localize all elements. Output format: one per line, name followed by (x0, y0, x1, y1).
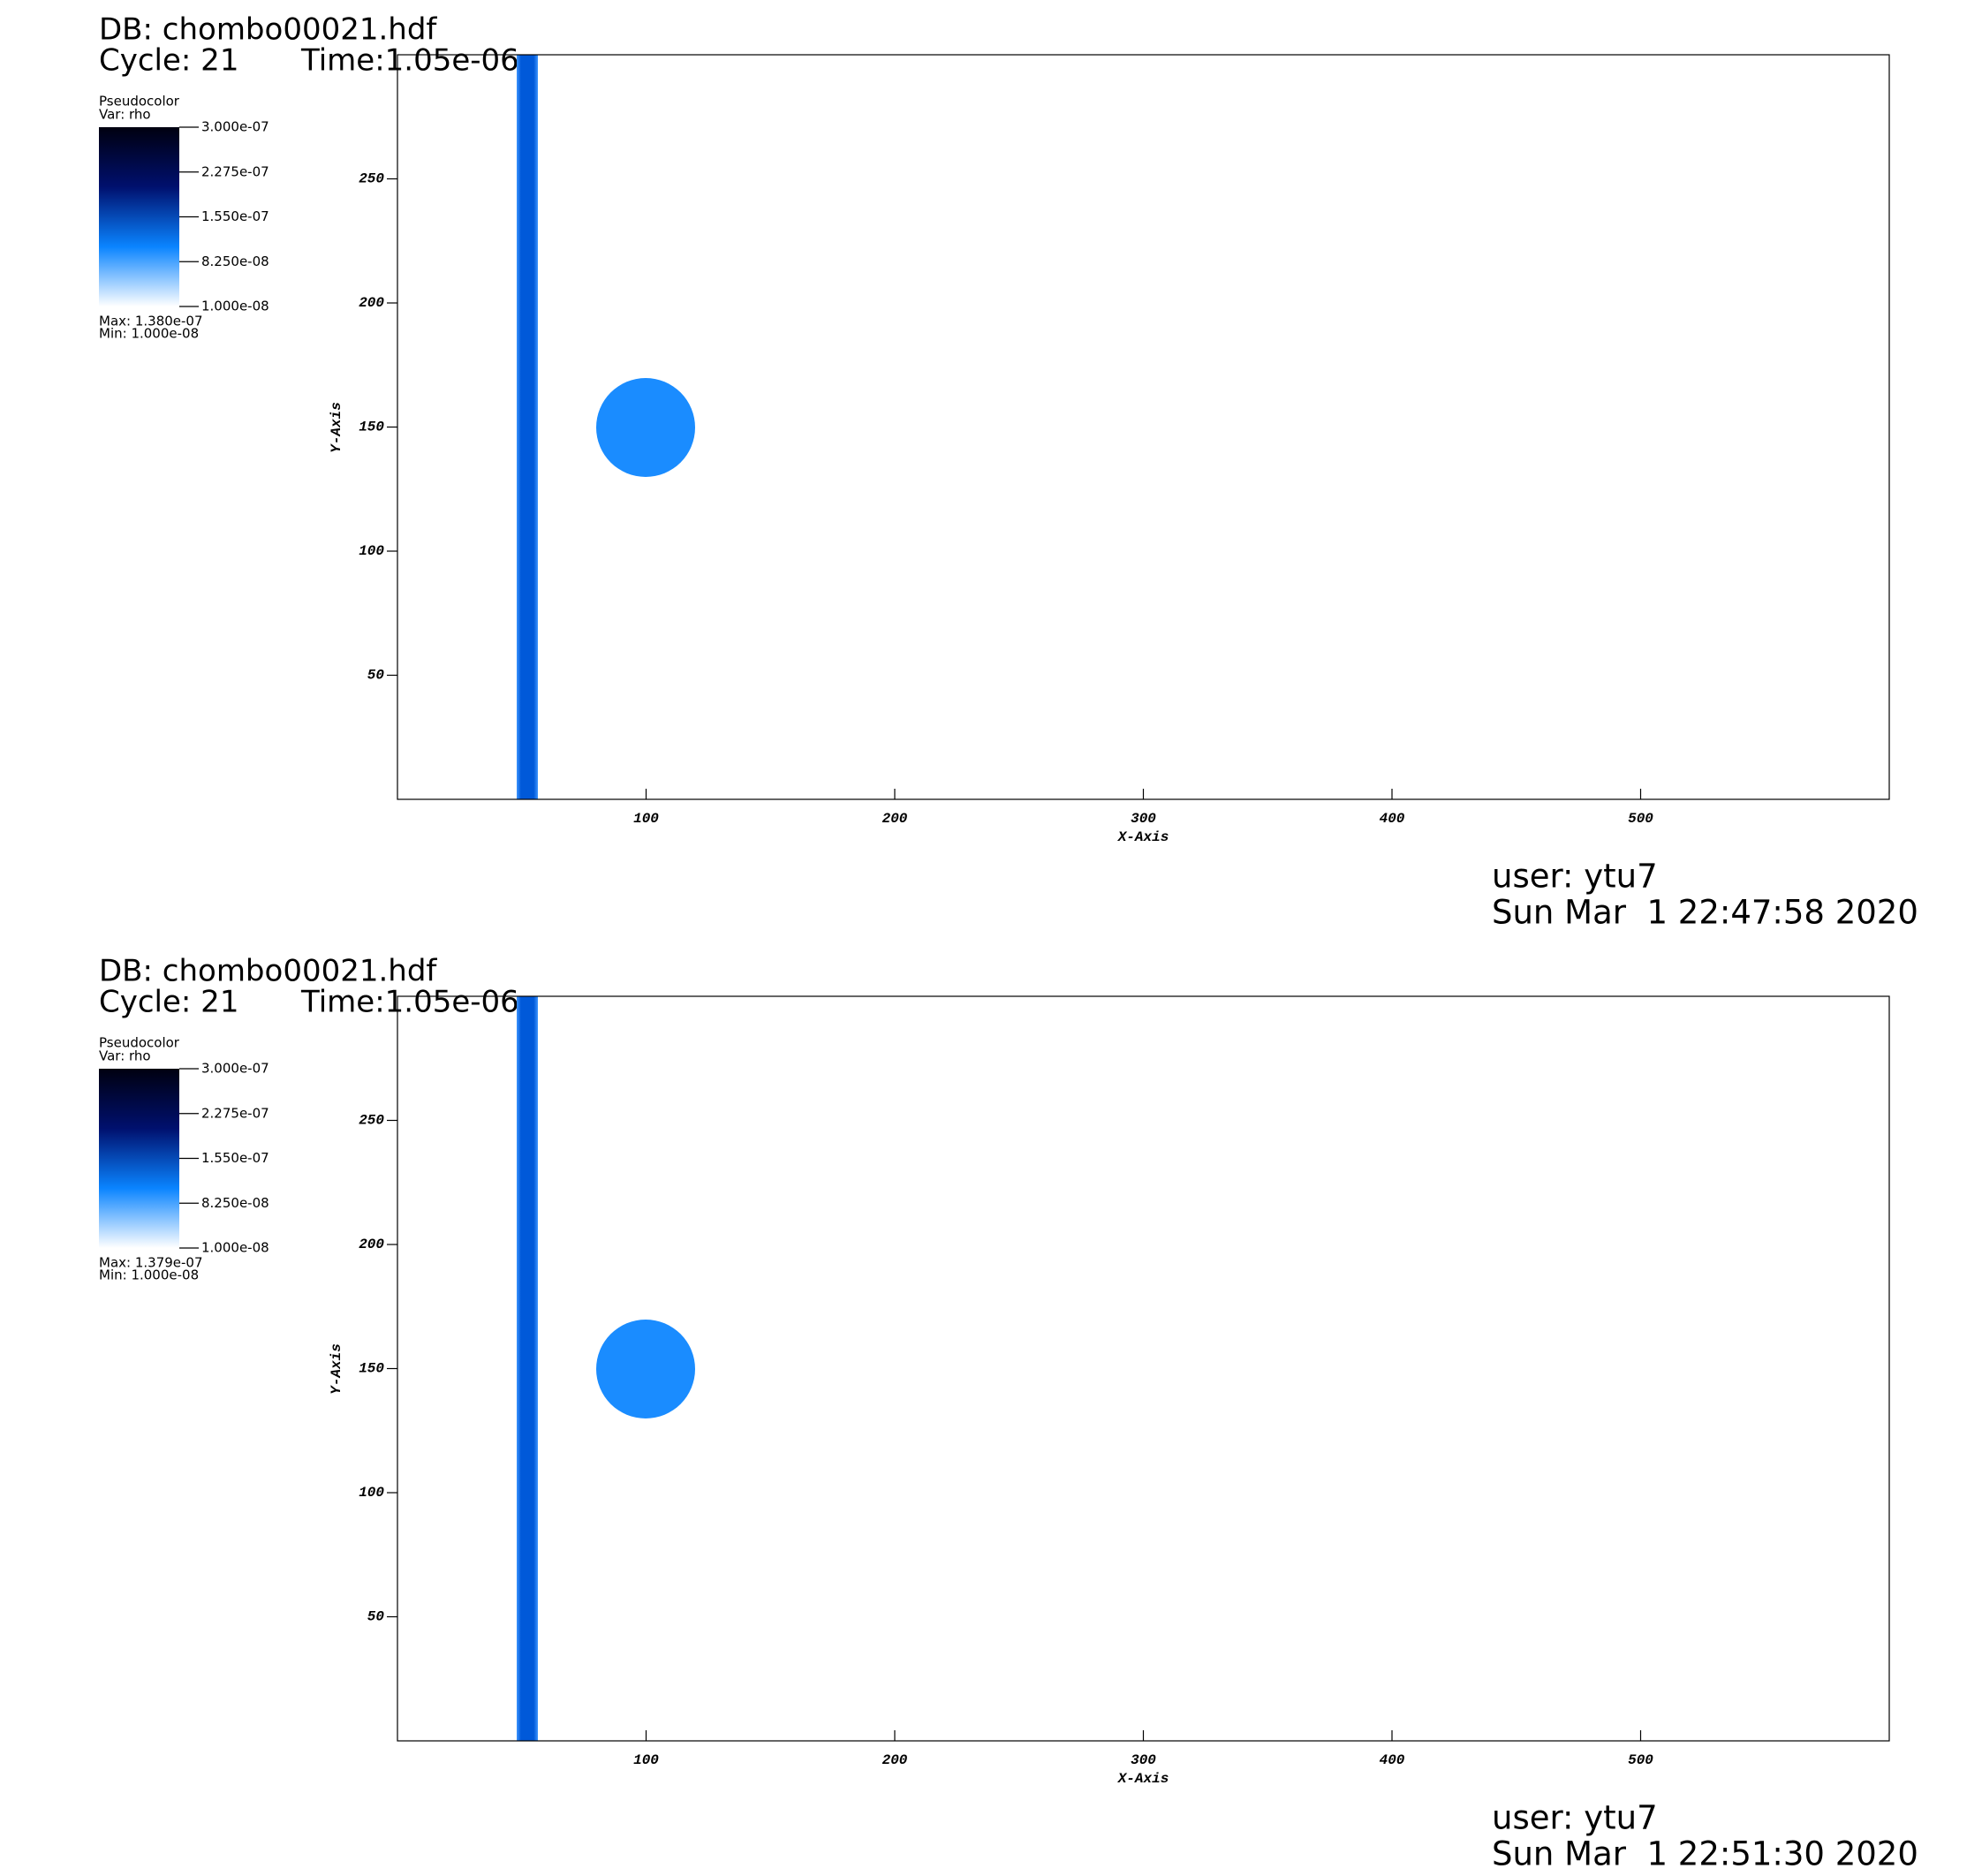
y-tick-label: 250 (359, 1113, 384, 1129)
y-axis-label: Y-Axis (329, 1343, 344, 1395)
y-tick-label: 100 (359, 543, 384, 559)
cycle-label: Cycle: 21 (99, 43, 238, 79)
x-tick-label: 300 (1131, 811, 1156, 827)
x-axis-label: X-Axis (1117, 829, 1169, 845)
var-label: Var: rho (99, 107, 151, 123)
y-tick-label: 150 (359, 420, 384, 435)
plot-label: Pseudocolor (99, 1035, 180, 1051)
y-tick-label: 250 (359, 171, 384, 187)
band (517, 996, 538, 1741)
var-label: Var: rho (99, 1048, 151, 1064)
cycle-label: Cycle: 21 (99, 985, 238, 1020)
colorbar-tick-label: 3.000e-07 (201, 119, 269, 135)
y-axis-label: Y-Axis (329, 402, 344, 453)
colorbar-tick-label: 3.000e-07 (201, 1061, 269, 1077)
y-tick-label: 150 (359, 1361, 384, 1377)
user-label: user: ytu7 (1492, 858, 1658, 896)
colorbar (99, 1069, 179, 1248)
y-tick-label: 200 (359, 295, 384, 311)
x-tick-label: 500 (1628, 811, 1653, 827)
y-tick-label: 50 (367, 668, 385, 684)
min-label: Min: 1.000e-08 (99, 326, 199, 342)
x-tick-label: 200 (882, 1752, 908, 1768)
x-tick-label: 200 (882, 811, 908, 827)
colorbar-tick-label: 2.275e-07 (201, 1105, 269, 1121)
colorbar-tick-label: 2.275e-07 (201, 163, 269, 179)
band (517, 55, 538, 799)
colorbar (99, 127, 179, 306)
max-label: Max: 1.380e-07 (99, 314, 203, 329)
x-tick-label: 300 (1131, 1752, 1156, 1768)
min-label: Min: 1.000e-08 (99, 1267, 199, 1283)
x-tick-label: 400 (1380, 1752, 1405, 1768)
plot-label: Pseudocolor (99, 94, 180, 110)
colorbar-tick-label: 1.000e-08 (201, 1240, 269, 1256)
x-axis-label: X-Axis (1117, 1771, 1169, 1787)
time-label: Time:1.05e-06 (300, 985, 519, 1020)
y-tick-label: 200 (359, 1237, 384, 1252)
colorbar-tick-label: 8.250e-08 (201, 1195, 269, 1211)
x-tick-label: 100 (633, 811, 659, 827)
colorbar-tick-label: 8.250e-08 (201, 253, 269, 269)
x-tick-label: 100 (633, 1752, 659, 1768)
x-tick-label: 400 (1380, 811, 1405, 827)
date-label: Sun Mar 1 22:47:58 2020 (1492, 894, 1918, 932)
colorbar-tick-label: 1.550e-07 (201, 208, 269, 224)
time-label: Time:1.05e-06 (300, 43, 519, 79)
y-tick-label: 100 (359, 1485, 384, 1501)
x-tick-label: 500 (1628, 1752, 1653, 1768)
colorbar-tick-label: 1.550e-07 (201, 1150, 269, 1166)
y-tick-label: 50 (367, 1609, 385, 1625)
disk (596, 378, 695, 477)
date-label: Sun Mar 1 22:51:30 2020 (1492, 1835, 1918, 1873)
db-label: DB: chombo00021.hdf (99, 12, 437, 48)
max-label: Max: 1.379e-07 (99, 1255, 203, 1271)
db-label: DB: chombo00021.hdf (99, 954, 437, 989)
user-label: user: ytu7 (1492, 1799, 1658, 1837)
disk (596, 1320, 695, 1418)
colorbar-tick-label: 1.000e-08 (201, 299, 269, 314)
